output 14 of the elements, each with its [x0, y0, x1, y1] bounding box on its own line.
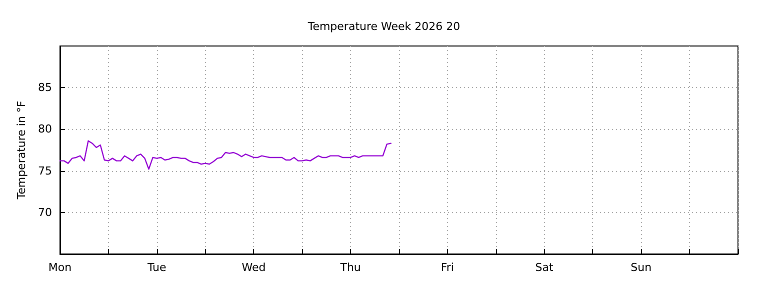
- y-tick-label: 70: [38, 206, 52, 219]
- line-series: [59, 140, 392, 170]
- y-axis-title: Temperature in °F: [15, 100, 28, 200]
- y-tick-label: 80: [38, 122, 52, 136]
- x-tick-label: Sat: [535, 261, 554, 274]
- x-tick-label: Mon: [48, 261, 72, 274]
- x-tick-label: Fri: [440, 261, 454, 274]
- x-tick-label: Thu: [339, 261, 361, 274]
- x-tick-label: Tue: [146, 261, 166, 274]
- x-tick-label: Wed: [242, 261, 266, 274]
- y-tick-label: 75: [38, 164, 52, 178]
- x-tick-label: Sun: [630, 261, 652, 274]
- chart-title: Temperature Week 2026 20: [306, 20, 460, 33]
- y-tick-label: 85: [38, 81, 52, 94]
